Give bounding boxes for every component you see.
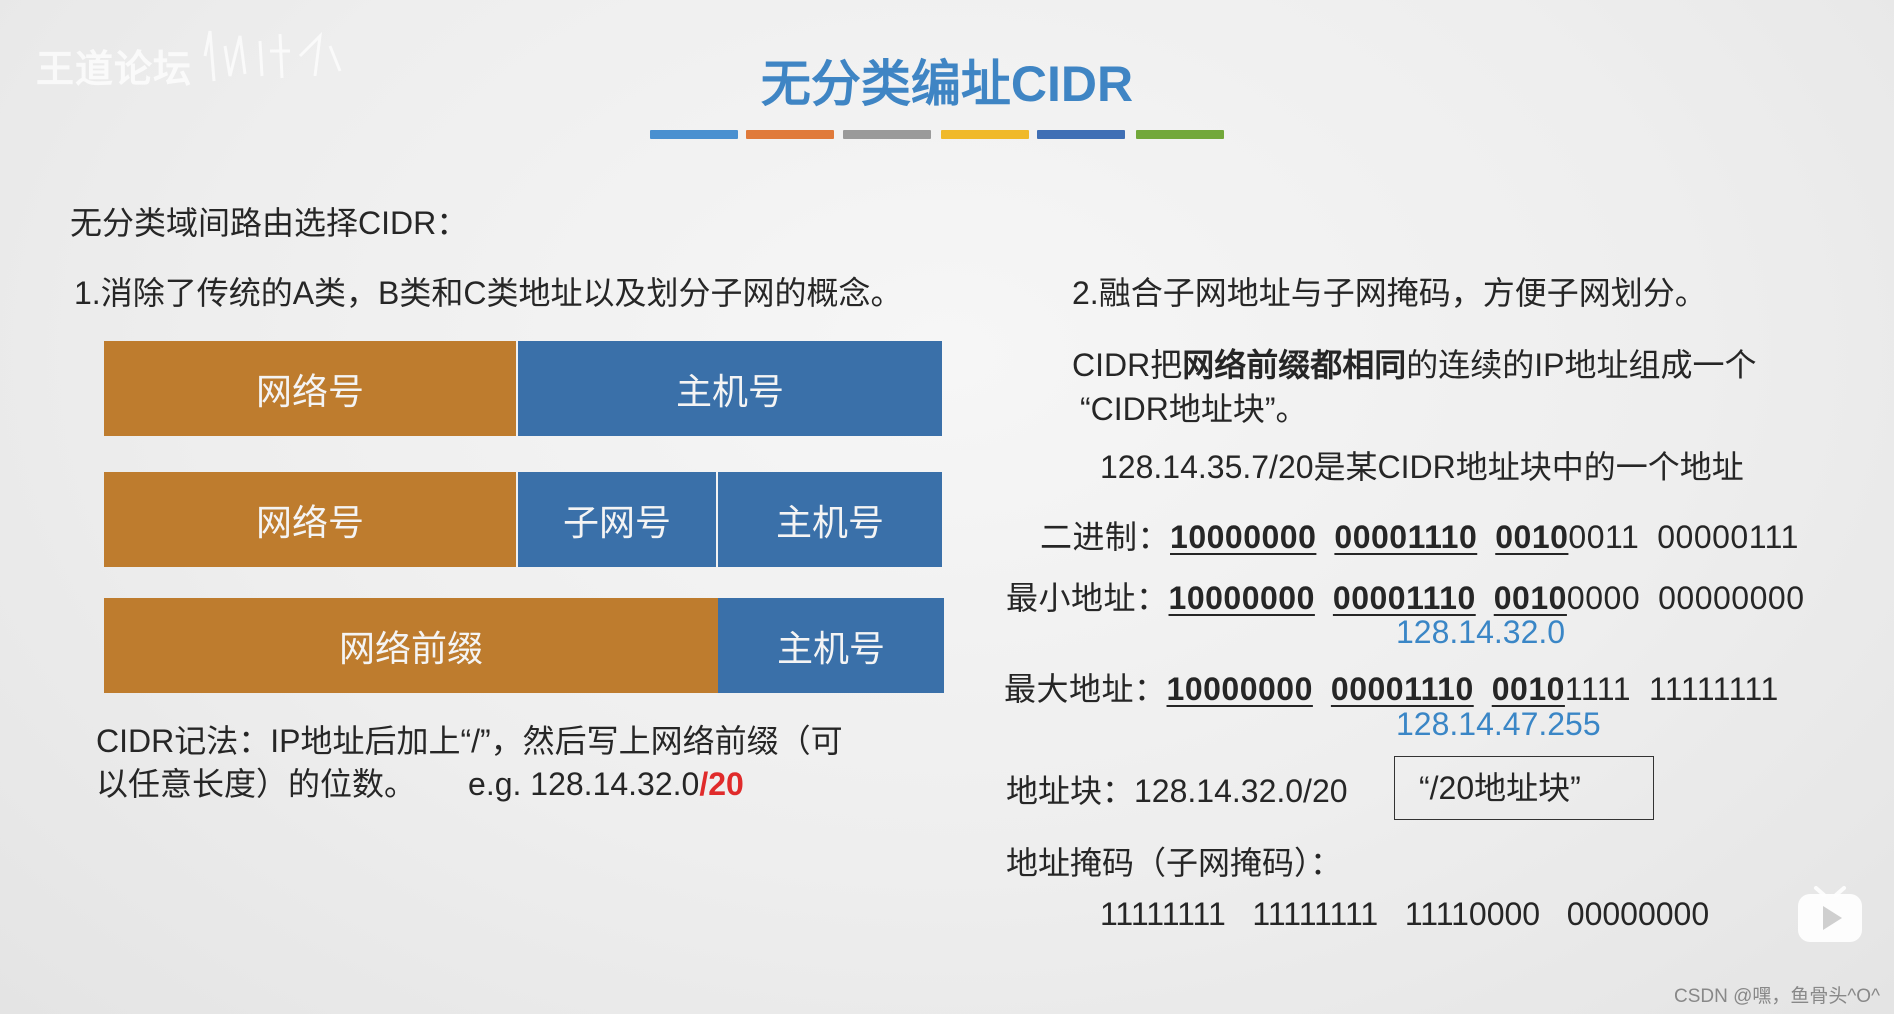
binary-octet-2: 00001110	[1334, 519, 1478, 555]
row1-host-block: 主机号	[518, 341, 942, 436]
notation-line-2: 以任意长度）的位数。	[96, 766, 417, 802]
watermark-logo: 王道论坛	[36, 49, 193, 91]
mask-label: 地址掩码（子网掩码）：	[1006, 845, 1343, 881]
binary-label: 二进制：	[1040, 519, 1171, 555]
notation-line-1: CIDR记法：IP地址后加上“/”，然后写上网络前缀（可	[96, 723, 843, 759]
min-address-label: 最小地址：	[1006, 580, 1169, 616]
color-bar-segment-4	[941, 130, 1029, 139]
row2-network-label: 网络号	[255, 501, 364, 543]
row3-prefix-label: 网络前缀	[338, 627, 483, 669]
address-block-box: “/20地址块”	[1394, 756, 1654, 820]
color-bar-segment-5	[1037, 130, 1125, 139]
color-bar-segment-1	[650, 130, 738, 139]
row3-host-block: 主机号	[718, 598, 944, 693]
cidr-desc-part2: 的连续的IP地址组成一个	[1406, 347, 1757, 383]
cidr-description-line-1: CIDR把网络前缀都相同的连续的IP地址组成一个	[1072, 340, 1757, 386]
min-address-dotted: 128.14.32.0	[1396, 614, 1566, 650]
min-octet-1: 10000000	[1168, 580, 1315, 616]
row1-network-block: 网络号	[104, 341, 516, 436]
point-2-text: 2.融合子网地址与子网掩码，方便子网划分。	[1072, 275, 1707, 311]
row2-host-label: 主机号	[775, 501, 884, 543]
binary-octet-3-prefix: 0010	[1495, 519, 1569, 555]
notation-line-2-wrap: 以任意长度）的位数。 e.g. 128.14.32.0/20	[96, 759, 744, 805]
address-block-label: 地址块：128.14.32.0/20	[1006, 773, 1348, 809]
color-bar-segment-2	[746, 130, 834, 139]
intro-text: 无分类域间路由选择CIDR：	[70, 205, 469, 241]
max-octet-3-rest: 1111	[1564, 671, 1631, 707]
play-icon[interactable]	[1796, 886, 1864, 944]
max-octet-3-prefix: 0010	[1491, 671, 1565, 707]
notation-example: e.g. 128.14.32.0	[468, 766, 700, 802]
min-octet-3-rest: 0000	[1566, 580, 1641, 616]
watermark-scribble	[203, 30, 342, 82]
cidr-desc-part1: CIDR把	[1072, 347, 1183, 383]
min-octet-2: 00001110	[1332, 580, 1476, 616]
color-bar-segment-3	[843, 130, 931, 139]
row3-host-label: 主机号	[776, 627, 885, 669]
min-octet-4: 00000000	[1658, 580, 1805, 616]
max-address-label: 最大地址：	[1004, 671, 1167, 707]
slide-title: 无分类编址CIDR	[760, 56, 1134, 112]
row2-subnet-label: 子网号	[562, 501, 671, 543]
notation-example-prefix-length: /20	[699, 766, 744, 802]
max-octet-4: 11111111	[1648, 671, 1779, 707]
max-address-row: 最大地址：10000000 00001110 00101111 11111111	[1004, 664, 1779, 710]
min-address-row: 最小地址：10000000 00001110 00100000 00000000	[1006, 573, 1804, 619]
row1-network-label: 网络号	[255, 370, 364, 412]
max-address-dotted: 128.14.47.255	[1396, 706, 1601, 742]
row2-host-block: 主机号	[718, 472, 942, 567]
cidr-desc-bold: 网络前缀都相同	[1182, 347, 1407, 383]
binary-octet-1: 10000000	[1170, 519, 1317, 555]
row1-host-label: 主机号	[675, 370, 784, 412]
binary-row: 二进制：10000000 00001110 00100011 00000111	[1040, 512, 1799, 558]
binary-octet-3-rest: 0011	[1568, 519, 1640, 555]
footer-credit: CSDN @嘿，鱼骨头^O^	[1673, 986, 1880, 1007]
min-octet-3-prefix: 0010	[1493, 580, 1567, 616]
max-octet-1: 10000000	[1166, 671, 1313, 707]
row2-subnet-block: 子网号	[518, 472, 716, 567]
example-address: 128.14.35.7/20是某CIDR地址块中的一个地址	[1100, 449, 1744, 485]
point-1-text: 1.消除了传统的A类，B类和C类地址以及划分子网的概念。	[74, 275, 903, 311]
row2-network-block: 网络号	[104, 472, 516, 567]
color-bar-segment-6	[1136, 130, 1224, 139]
cidr-description-line-2: “CIDR地址块”。	[1080, 391, 1308, 427]
mask-value: 11111111 11111111 11110000 00000000	[1100, 896, 1710, 932]
max-octet-2: 00001110	[1330, 671, 1474, 707]
binary-octet-4: 00000111	[1657, 519, 1799, 555]
row3-prefix-block: 网络前缀	[104, 598, 718, 693]
